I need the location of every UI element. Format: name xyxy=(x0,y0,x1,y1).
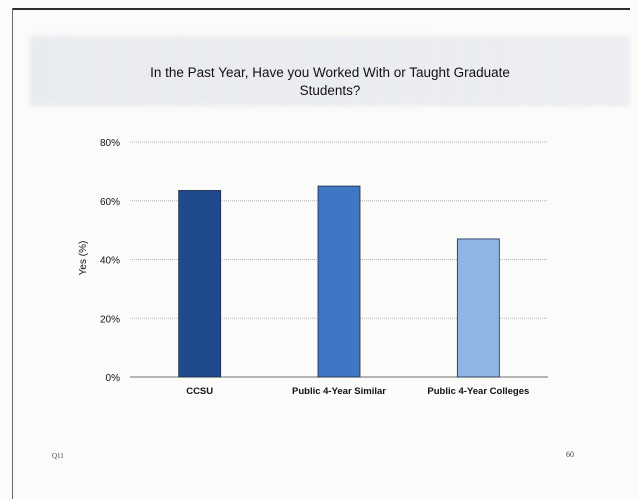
bleed-through-shading xyxy=(30,36,630,106)
y-tick-label: 40% xyxy=(100,256,120,267)
bar xyxy=(178,190,222,378)
y-axis-label: Yes (%) xyxy=(78,241,89,276)
x-tick-label: Public 4-Year Similar xyxy=(292,386,386,397)
y-tick-label: 20% xyxy=(100,314,120,325)
x-tick-label: CCSU xyxy=(186,386,213,397)
footnote-question-ref: Q11 xyxy=(52,452,64,460)
slide-left-border xyxy=(12,8,13,499)
x-tick-label: Public 4-Year Colleges xyxy=(427,386,529,397)
y-tick-label: 0% xyxy=(106,373,121,384)
page-number: 60 xyxy=(566,450,574,459)
chart-title: In the Past Year, Have you Worked With o… xyxy=(150,65,510,98)
bar xyxy=(456,238,500,378)
slide-top-border xyxy=(12,8,630,10)
y-tick-label: 60% xyxy=(100,197,120,208)
bar xyxy=(317,185,361,378)
y-tick-label: 80% xyxy=(100,138,120,149)
